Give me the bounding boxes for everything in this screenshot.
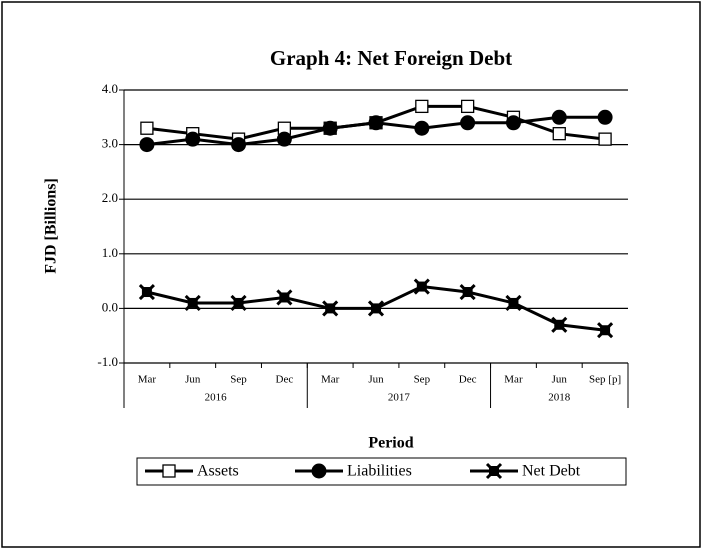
legend-label: Net Debt: [522, 463, 581, 480]
point: [505, 115, 521, 131]
y-tick-label: -1.0: [97, 354, 118, 369]
x-axis-label: Period: [368, 435, 413, 452]
point: [597, 109, 613, 125]
point: [415, 99, 429, 114]
legend-label: Assets: [197, 463, 239, 480]
point: [367, 300, 385, 317]
point: [230, 294, 247, 312]
point: [551, 109, 567, 125]
y-tick-label: 1.0: [102, 245, 118, 260]
point: [231, 137, 247, 153]
point-part: [551, 316, 568, 333]
x-group-label: 2016: [205, 392, 228, 404]
point-part: [367, 300, 385, 317]
legend-label: Liabilities: [347, 463, 412, 480]
point: [459, 283, 476, 301]
point: [505, 294, 522, 312]
y-tick-label: 2.0: [102, 190, 118, 205]
point: [162, 464, 176, 478]
point-part: [138, 283, 155, 301]
point-part: [505, 294, 522, 312]
y-tick-label: 3.0: [102, 136, 118, 151]
point: [552, 127, 566, 141]
x-tick-label: Mar: [504, 374, 523, 386]
x-tick-label: Mar: [138, 374, 157, 386]
point: [322, 120, 338, 136]
point: [368, 115, 384, 131]
point-part: [276, 289, 293, 306]
legend-box: [136, 457, 627, 486]
point: [276, 131, 292, 147]
x-tick-label: Jun: [552, 374, 568, 386]
x-tick-label: Sep: [230, 374, 247, 386]
y-tick-label: 4.0: [102, 81, 118, 96]
point: [551, 316, 568, 333]
x-tick-label: Jun: [185, 374, 201, 386]
point-part: [485, 462, 503, 480]
point: [185, 131, 201, 147]
point: [322, 300, 339, 317]
point-part: [597, 322, 614, 339]
x-group-label: 2018: [548, 392, 571, 404]
x-tick-label: Dec: [459, 374, 477, 386]
chart-title: Graph 4: Net Foreign Debt: [270, 46, 512, 70]
point-part: [459, 283, 476, 301]
point: [460, 115, 476, 131]
point: [311, 463, 327, 479]
point-part: [230, 294, 247, 312]
point: [485, 462, 503, 480]
point-part: [184, 294, 201, 312]
x-tick-label: Sep [p]: [589, 374, 621, 386]
y-axis-label: FJD [Billions]: [43, 178, 60, 274]
point-part: [413, 278, 430, 295]
x-tick-label: Sep: [414, 374, 431, 386]
x-tick-label: Dec: [276, 374, 294, 386]
point: [138, 283, 155, 301]
point: [276, 289, 293, 306]
point: [139, 137, 155, 153]
point: [140, 121, 154, 135]
point: [184, 294, 201, 312]
x-tick-label: Mar: [321, 374, 340, 386]
point: [598, 132, 612, 146]
point: [597, 322, 614, 339]
point: [414, 120, 430, 136]
point-part: [322, 300, 339, 317]
x-tick-label: Jun: [368, 374, 384, 386]
point: [460, 99, 475, 114]
point: [413, 278, 430, 295]
y-tick-label: 0.0: [102, 299, 118, 314]
x-group-label: 2017: [388, 392, 411, 404]
